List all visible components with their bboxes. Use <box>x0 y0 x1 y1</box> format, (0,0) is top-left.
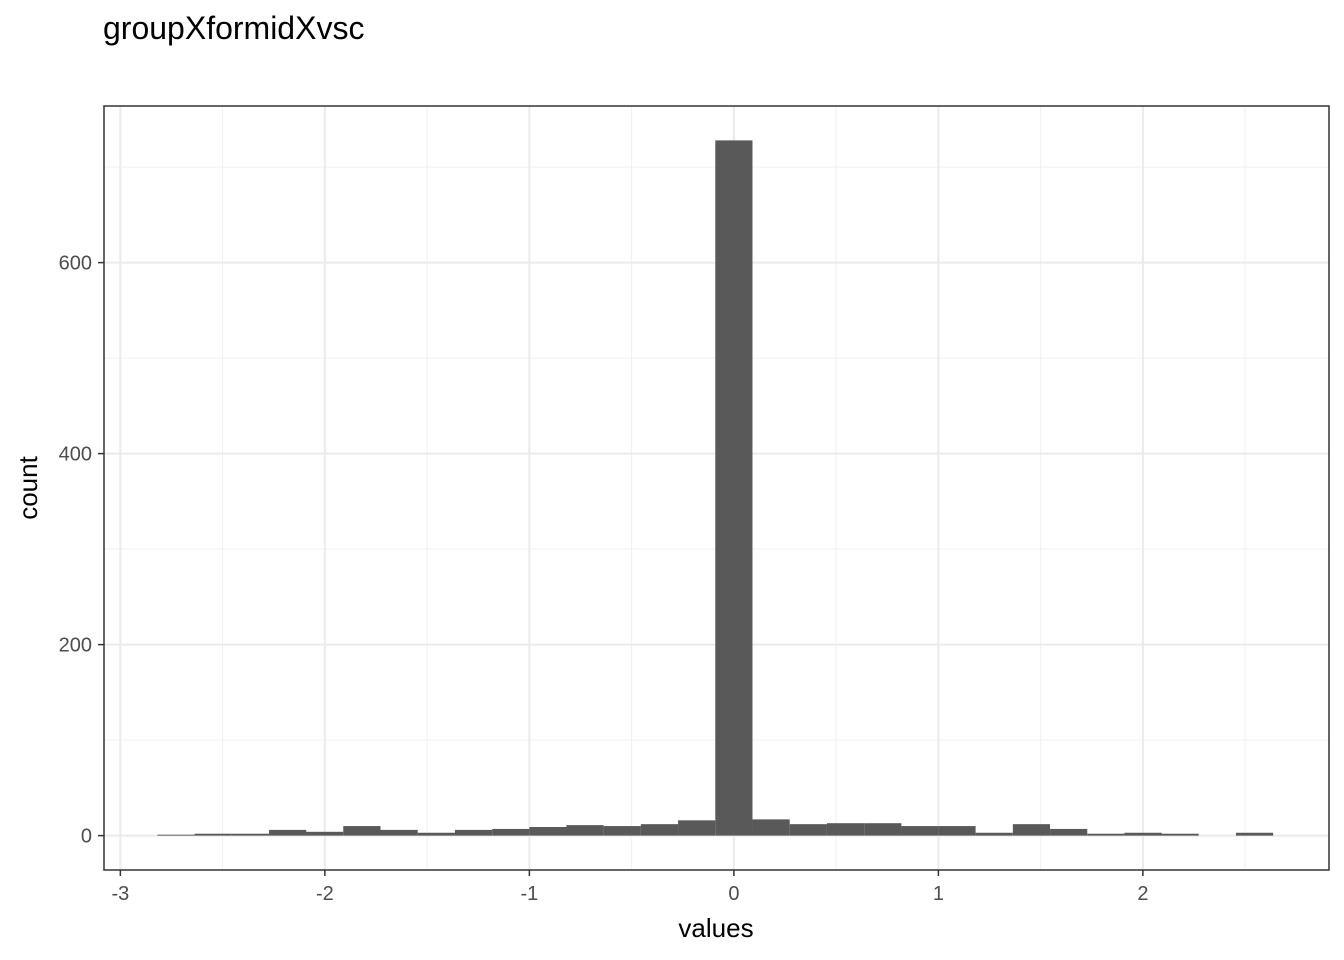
histogram-bar <box>380 829 418 836</box>
histogram-bar <box>1087 833 1125 836</box>
histogram-bar <box>231 833 270 836</box>
x-tick-label: -1 <box>520 883 538 905</box>
y-tick-label: 0 <box>81 826 92 848</box>
histogram-bar <box>715 140 753 836</box>
histogram-bar <box>901 826 939 836</box>
histogram-bar <box>529 827 567 836</box>
histogram-bar <box>194 833 232 836</box>
histogram-bar <box>454 829 493 836</box>
y-tick-label: 600 <box>59 253 92 275</box>
histogram-bar <box>603 826 641 836</box>
histogram-bar <box>1124 832 1162 836</box>
y-axis-ticks: 0 200 400 600 <box>59 253 104 848</box>
histogram-bar <box>938 826 976 836</box>
histogram-bar <box>826 823 865 836</box>
x-tick-label: 2 <box>1137 883 1148 905</box>
histogram-bar <box>1161 833 1199 836</box>
histogram-bar <box>417 832 455 836</box>
histogram-bar <box>306 831 344 836</box>
histogram-bar <box>1050 828 1088 836</box>
y-tick-label: 400 <box>59 444 92 466</box>
histogram-bars <box>157 140 1274 836</box>
histogram-bar <box>1235 832 1274 836</box>
chart-title: groupXformidXvsc <box>103 10 365 46</box>
histogram-bar <box>975 832 1013 836</box>
histogram-bar <box>343 826 381 836</box>
histogram-bar <box>157 834 195 836</box>
histogram-bar <box>269 829 307 836</box>
histogram-bar <box>640 824 679 836</box>
x-tick-label: 0 <box>728 883 739 905</box>
y-axis-title: count <box>13 455 43 519</box>
histogram-bar <box>566 825 604 836</box>
histogram-bar <box>678 820 716 836</box>
y-tick-label: 200 <box>59 635 92 657</box>
histogram-bar <box>1012 824 1051 836</box>
histogram-bar <box>864 823 902 836</box>
x-tick-label: -3 <box>111 883 129 905</box>
x-tick-label: 1 <box>933 883 944 905</box>
x-tick-label: -2 <box>316 883 334 905</box>
x-axis-ticks: -3 -2 -1 0 1 2 <box>111 870 1148 905</box>
histogram-bar <box>492 828 530 836</box>
plot-panel-border <box>103 105 1330 871</box>
histogram-bar <box>789 824 827 836</box>
histogram-bar <box>752 819 790 836</box>
x-axis-title: values <box>678 913 753 943</box>
